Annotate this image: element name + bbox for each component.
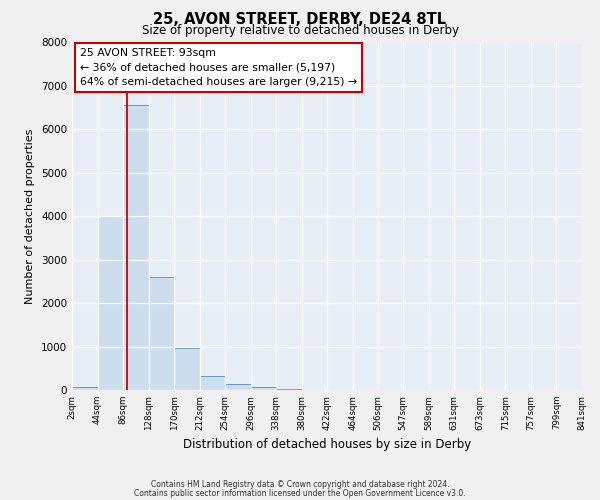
X-axis label: Distribution of detached houses by size in Derby: Distribution of detached houses by size … bbox=[183, 438, 471, 451]
Text: 25, AVON STREET, DERBY, DE24 8TL: 25, AVON STREET, DERBY, DE24 8TL bbox=[154, 12, 446, 28]
Text: Size of property relative to detached houses in Derby: Size of property relative to detached ho… bbox=[142, 24, 458, 37]
Bar bbox=[98, 216, 123, 390]
Bar bbox=[200, 376, 225, 390]
Bar bbox=[123, 106, 149, 390]
Bar bbox=[276, 388, 302, 390]
Text: Contains public sector information licensed under the Open Government Licence v3: Contains public sector information licen… bbox=[134, 488, 466, 498]
Bar bbox=[174, 348, 200, 390]
Text: 25 AVON STREET: 93sqm
← 36% of detached houses are smaller (5,197)
64% of semi-d: 25 AVON STREET: 93sqm ← 36% of detached … bbox=[80, 48, 357, 88]
Bar bbox=[251, 386, 276, 390]
Y-axis label: Number of detached properties: Number of detached properties bbox=[25, 128, 35, 304]
Bar bbox=[149, 277, 174, 390]
Bar bbox=[72, 388, 98, 390]
Text: Contains HM Land Registry data © Crown copyright and database right 2024.: Contains HM Land Registry data © Crown c… bbox=[151, 480, 449, 489]
Bar bbox=[225, 384, 251, 390]
